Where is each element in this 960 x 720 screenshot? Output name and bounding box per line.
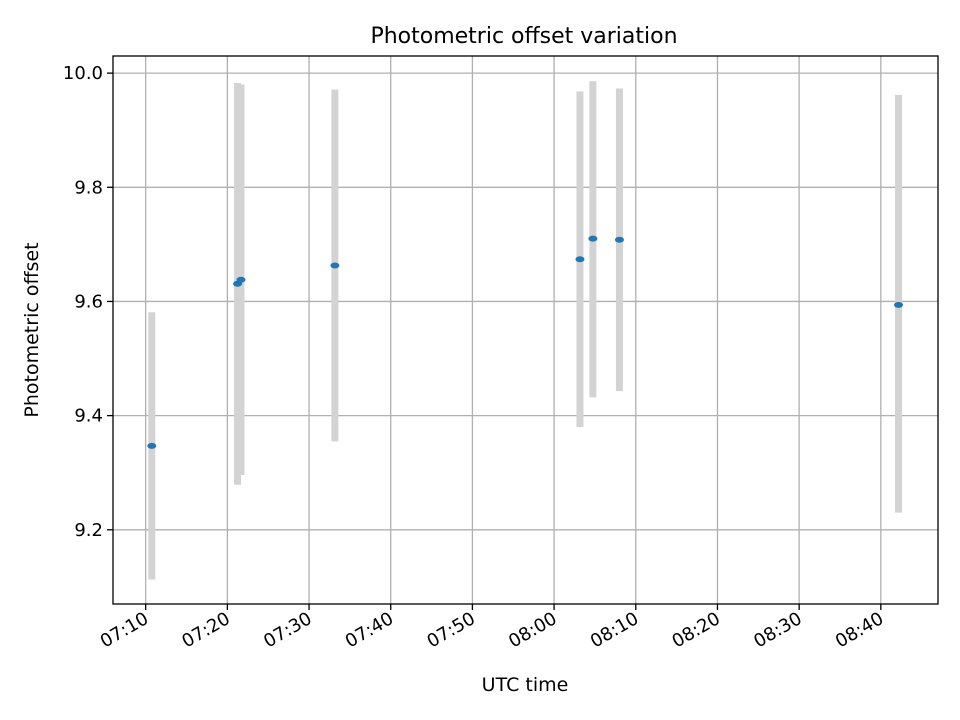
- y-axis-label: Photometric offset: [21, 242, 43, 417]
- y-tick-label: 10.0: [63, 63, 103, 84]
- data-point: [147, 442, 157, 449]
- grid: [113, 56, 938, 604]
- y-tick-label: 9.8: [74, 177, 103, 198]
- data-point: [614, 236, 624, 243]
- data-point: [575, 256, 585, 263]
- y-tick-label: 9.4: [74, 406, 103, 427]
- y-tick-label: 9.2: [74, 520, 103, 541]
- data-point: [588, 235, 598, 242]
- data-point: [330, 262, 340, 269]
- y-axis: 9.2 9.4 9.6 9.8 10.0: [63, 63, 113, 541]
- y-tick-label: 9.6: [74, 291, 103, 312]
- data-points: [147, 235, 904, 449]
- data-point: [236, 276, 246, 283]
- plot-frame: [112, 55, 939, 605]
- data-point: [894, 301, 904, 308]
- chart-title: Photometric offset variation: [370, 24, 677, 49]
- x-axis-label: UTC time: [482, 674, 569, 696]
